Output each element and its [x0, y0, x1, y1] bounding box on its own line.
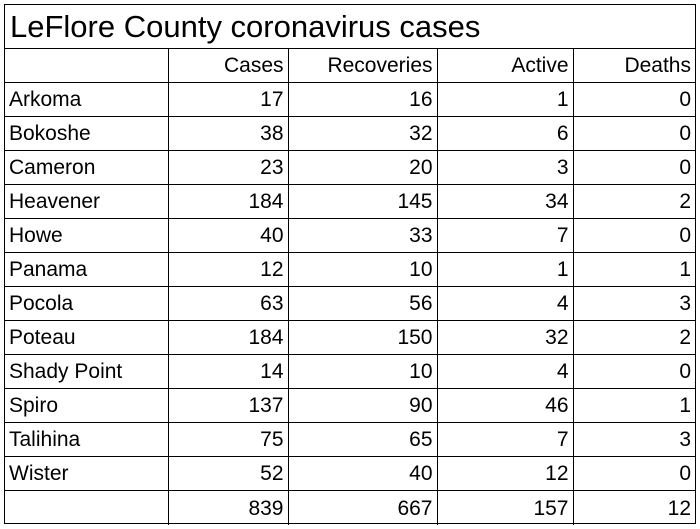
recoveries-cell: 65 — [287, 422, 437, 458]
table-row: Pocola 63 56 4 3 — [5, 286, 695, 322]
deaths-cell: 1 — [572, 252, 695, 288]
active-cell: 7 — [436, 422, 573, 458]
cases-cell: 40 — [167, 218, 288, 254]
recoveries-cell: 90 — [287, 388, 437, 424]
deaths-cell: 0 — [572, 116, 695, 152]
table-row: Poteau 184 150 32 2 — [5, 320, 695, 356]
town-cell: Talihina — [5, 422, 168, 458]
table-row: Bokoshe 38 32 6 0 — [5, 116, 695, 152]
deaths-cell: 0 — [572, 354, 695, 390]
cases-cell: 12 — [167, 252, 288, 288]
active-cell: 7 — [436, 218, 573, 254]
header-active: Active — [436, 49, 573, 84]
table-row: Heavener 184 145 34 2 — [5, 184, 695, 220]
cases-cell: 75 — [167, 422, 288, 458]
deaths-cell: 0 — [572, 218, 695, 254]
table-row: Howe 40 33 7 0 — [5, 218, 695, 254]
cases-table: Cases Recoveries Active Deaths Arkoma 17 1… — [5, 49, 695, 525]
deaths-cell: 0 — [572, 150, 695, 186]
town-cell: Panama — [5, 252, 168, 288]
deaths-cell: 2 — [572, 184, 695, 220]
header-row: Cases Recoveries Active Deaths — [5, 49, 695, 84]
header-cases: Cases — [167, 49, 288, 84]
cases-cell: 137 — [167, 388, 288, 424]
deaths-cell: 2 — [572, 320, 695, 356]
active-cell: 6 — [436, 116, 573, 152]
deaths-cell: 0 — [572, 82, 695, 118]
cases-cell: 17 — [167, 82, 288, 118]
active-cell: 34 — [436, 184, 573, 220]
cases-cell: 184 — [167, 320, 288, 356]
active-cell: 12 — [436, 456, 573, 492]
recoveries-cell: 40 — [287, 456, 437, 492]
table-row: Spiro 137 90 46 1 — [5, 388, 695, 424]
recoveries-cell: 667 — [287, 490, 437, 525]
cases-cell: 14 — [167, 354, 288, 390]
header-deaths: Deaths — [572, 49, 695, 84]
recoveries-cell: 33 — [287, 218, 437, 254]
deaths-cell: 12 — [572, 490, 695, 525]
town-cell: Cameron — [5, 150, 168, 186]
cases-cell: 839 — [167, 490, 288, 525]
recoveries-cell: 150 — [287, 320, 437, 356]
town-cell: Bokoshe — [5, 116, 168, 152]
recoveries-cell: 10 — [287, 354, 437, 390]
active-cell: 157 — [436, 490, 573, 525]
recoveries-cell: 56 — [287, 286, 437, 322]
header-town — [5, 49, 168, 84]
cases-cell: 63 — [167, 286, 288, 322]
table-row: Shady Point 14 10 4 0 — [5, 354, 695, 390]
town-cell: Arkoma — [5, 82, 168, 118]
recoveries-cell: 32 — [287, 116, 437, 152]
deaths-cell: 3 — [572, 422, 695, 458]
active-cell: 1 — [436, 252, 573, 288]
table-title: LeFlore County coronavirus cases — [5, 5, 695, 49]
table-row: Wister 52 40 12 0 — [5, 456, 695, 492]
active-cell: 32 — [436, 320, 573, 356]
active-cell: 46 — [436, 388, 573, 424]
town-cell — [5, 491, 168, 525]
recoveries-cell: 16 — [287, 82, 437, 118]
active-cell: 1 — [436, 82, 573, 118]
town-cell: Poteau — [5, 320, 168, 356]
active-cell: 4 — [436, 286, 573, 322]
town-cell: Howe — [5, 218, 168, 254]
town-cell: Pocola — [5, 286, 168, 322]
cases-cell: 184 — [167, 184, 288, 220]
table-row: Arkoma 17 16 1 0 — [5, 82, 695, 118]
town-cell: Heavener — [5, 184, 168, 220]
totals-row: 839 667 157 12 — [5, 490, 695, 525]
active-cell: 4 — [436, 354, 573, 390]
recoveries-cell: 145 — [287, 184, 437, 220]
cases-cell: 38 — [167, 116, 288, 152]
recoveries-cell: 10 — [287, 252, 437, 288]
header-recoveries: Recoveries — [287, 49, 437, 84]
town-cell: Shady Point — [5, 354, 168, 390]
case-table-sheet: LeFlore County coronavirus cases Cases R… — [4, 4, 696, 525]
table-row: Panama 12 10 1 1 — [5, 252, 695, 288]
active-cell: 3 — [436, 150, 573, 186]
recoveries-cell: 20 — [287, 150, 437, 186]
table-row: Talihina 75 65 7 3 — [5, 422, 695, 458]
town-cell: Spiro — [5, 388, 168, 424]
town-cell: Wister — [5, 456, 168, 492]
deaths-cell: 3 — [572, 286, 695, 322]
cases-cell: 52 — [167, 456, 288, 492]
deaths-cell: 1 — [572, 388, 695, 424]
deaths-cell: 0 — [572, 456, 695, 492]
table-row: Cameron 23 20 3 0 — [5, 150, 695, 186]
cases-cell: 23 — [167, 150, 288, 186]
